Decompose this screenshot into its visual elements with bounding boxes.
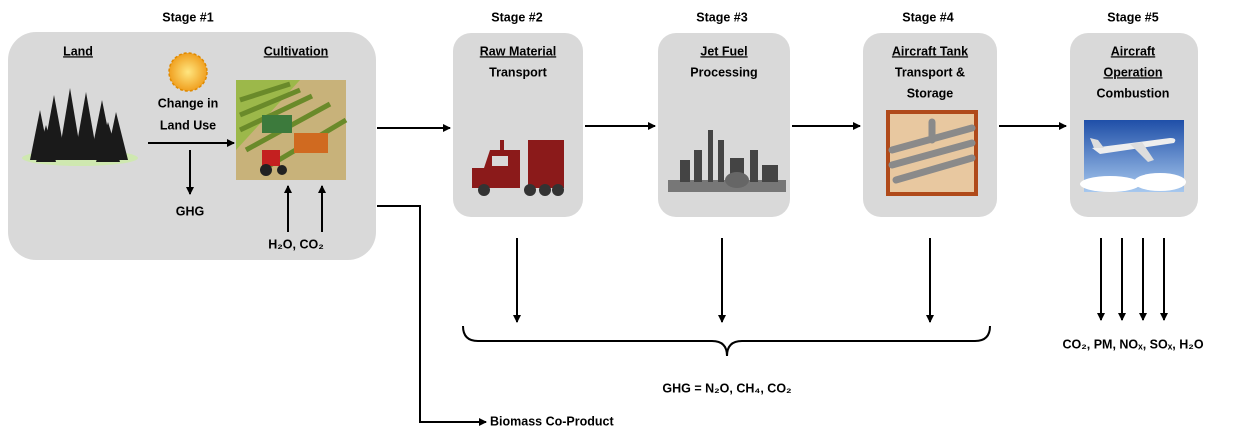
stage-subtitle: Transport (489, 65, 547, 79)
icon-part (524, 184, 536, 196)
icon-part (552, 184, 564, 196)
step-title: Cultivation (264, 44, 329, 58)
stage-label: Stage #5 (1107, 10, 1158, 24)
icon-part (262, 115, 292, 133)
icon-part (680, 160, 690, 182)
brace (463, 326, 990, 356)
page: Jet fuel life cycle {"stage1": {"label":… (0, 0, 1238, 431)
icon-part (694, 150, 702, 182)
stage-title: Aircraft (1111, 44, 1156, 58)
cultivation-icon (236, 80, 346, 180)
inputs: H₂O, CO₂ (268, 237, 324, 251)
sun-icon (169, 53, 207, 91)
stage-label: Stage #3 (696, 10, 747, 24)
stage-subtitle: Storage (907, 86, 954, 100)
emission: GHG (176, 204, 204, 218)
icon-part (718, 140, 724, 182)
icon-part (762, 165, 778, 182)
stage-subtitle: Transport & (895, 65, 965, 79)
stage-label: Stage #1 (162, 10, 213, 24)
process-emissions: GHG = N₂O, CH₄, CO₂ (662, 381, 791, 395)
combustion-emissions: CO₂, PM, NOₓ, SOₓ, H₂O (1062, 337, 1203, 351)
icon-part (169, 53, 207, 91)
co-product: Biomass Co-Product (490, 414, 614, 428)
icon-part (277, 165, 287, 175)
stage-label: Stage #2 (491, 10, 542, 24)
step-title: Land (63, 44, 93, 58)
arrow (377, 206, 486, 422)
note: Land Use (160, 118, 216, 132)
icon-part (750, 150, 758, 182)
stage-label: Stage #4 (902, 10, 953, 24)
stage-title: Raw Material (480, 44, 556, 58)
stage-subtitle: Processing (690, 65, 757, 79)
icon-part (262, 150, 280, 166)
icon-part (708, 130, 713, 182)
icon-part (1080, 176, 1140, 192)
icon-part (1134, 173, 1186, 191)
icon-part (725, 172, 749, 188)
aircraft-icon (1080, 120, 1186, 192)
icon-part (478, 184, 490, 196)
icon-part (492, 156, 508, 166)
stage-title: Operation (1103, 65, 1162, 79)
body: Stage #1 Stage #2 Stage #3 Stage #4 Stag… (0, 0, 1238, 431)
note: Change in (158, 96, 218, 110)
icon-part (528, 140, 564, 188)
stage-title: Aircraft Tank (892, 44, 968, 58)
stage-title: Jet Fuel (700, 44, 747, 58)
pipes-icon (888, 112, 976, 194)
icon-part (539, 184, 551, 196)
diagram: Stage #1 Stage #2 Stage #3 Stage #4 Stag… (0, 0, 1238, 431)
stage-subtitle: Combustion (1097, 86, 1170, 100)
icon-part (294, 133, 328, 153)
icon-part (260, 164, 272, 176)
